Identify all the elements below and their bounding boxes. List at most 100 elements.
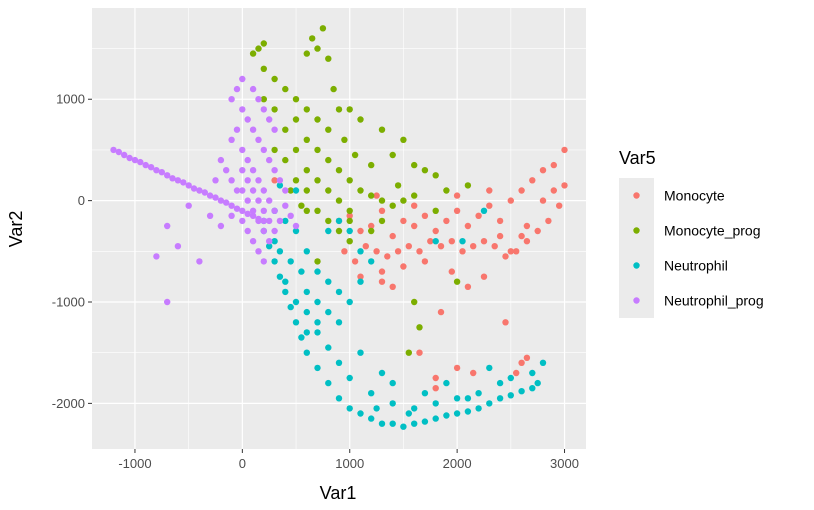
data-point [271,227,278,235]
data-point [239,75,246,83]
data-point [174,177,182,184]
data-point [314,364,321,372]
data-point [260,96,267,103]
data-point [368,258,375,265]
data-point [464,408,472,415]
data-point [255,177,262,184]
x-tick-label: 3000 [550,456,579,471]
data-point [486,400,493,407]
data-point [507,197,514,204]
data-point [529,177,536,184]
data-point [480,273,488,280]
data-point [255,96,262,103]
data-point [529,369,536,377]
data-point [325,227,332,235]
legend-swatch [633,192,640,199]
data-point [507,374,514,382]
data-point [196,187,203,194]
data-point [314,177,321,184]
data-point [373,405,380,412]
data-point [249,207,257,214]
data-point [292,319,300,326]
data-point [260,40,267,47]
data-point [131,156,139,164]
x-axis-title: Var1 [320,483,357,503]
data-point [147,164,155,171]
data-point [249,238,257,245]
data-point [276,273,284,280]
data-point [523,354,531,361]
data-point [233,126,241,133]
data-point [217,222,225,230]
data-point [325,156,332,164]
data-point [325,379,332,387]
data-point [325,308,332,316]
data-point [223,167,230,174]
data-point [260,217,267,225]
data-point [255,136,262,143]
data-point [180,179,187,186]
data-point [357,227,364,235]
data-point [212,177,219,184]
data-point [239,106,246,113]
data-point [335,227,343,235]
data-point [411,202,418,209]
data-point [249,167,257,174]
data-point [158,169,165,176]
data-point [206,212,214,219]
data-point [314,329,321,336]
legend: Monocyte Monocyte_prog Neutrophil Neutrophi… [619,178,764,318]
data-point [282,278,289,285]
data-point [174,243,182,250]
data-point [448,238,455,245]
y-axis-title: Var2 [6,211,26,248]
data-point [545,217,552,225]
data-point [303,329,310,336]
data-point [303,50,310,57]
data-point [292,146,300,154]
data-point [249,50,257,57]
data-point [314,319,321,326]
data-point [400,217,407,225]
data-point [539,359,547,366]
data-point [206,192,214,199]
data-point [513,369,520,377]
data-point [233,85,241,93]
data-point [351,258,359,265]
data-point [314,146,321,154]
data-point [196,258,203,265]
data-point [416,324,423,331]
data-point [314,258,321,265]
data-point [271,167,278,174]
data-point [561,182,568,189]
data-point [185,202,192,209]
data-point [185,182,192,189]
data-point [153,253,160,260]
data-point [282,202,289,209]
data-point [480,238,488,245]
data-point [292,116,300,123]
data-point [357,248,364,255]
data-point [400,197,407,204]
data-point [346,207,353,214]
data-point [287,187,294,194]
data-point [217,197,225,204]
data-point [303,167,310,174]
data-point [110,146,117,154]
data-point [309,35,316,42]
data-point [282,156,289,164]
data-point [411,161,418,169]
data-point [260,65,267,73]
data-point [137,158,144,166]
data-point [400,263,407,270]
data-point [400,136,407,143]
legend-label: Monocyte_prog [664,223,761,239]
data-point [453,364,461,372]
data-point [480,207,488,214]
data-point [282,288,289,296]
x-axis-ticks: -1000 0 1000 2000 3000 [118,449,579,471]
data-point [228,96,235,103]
data-point [437,243,445,250]
data-point [561,146,568,154]
data-point [411,192,418,199]
